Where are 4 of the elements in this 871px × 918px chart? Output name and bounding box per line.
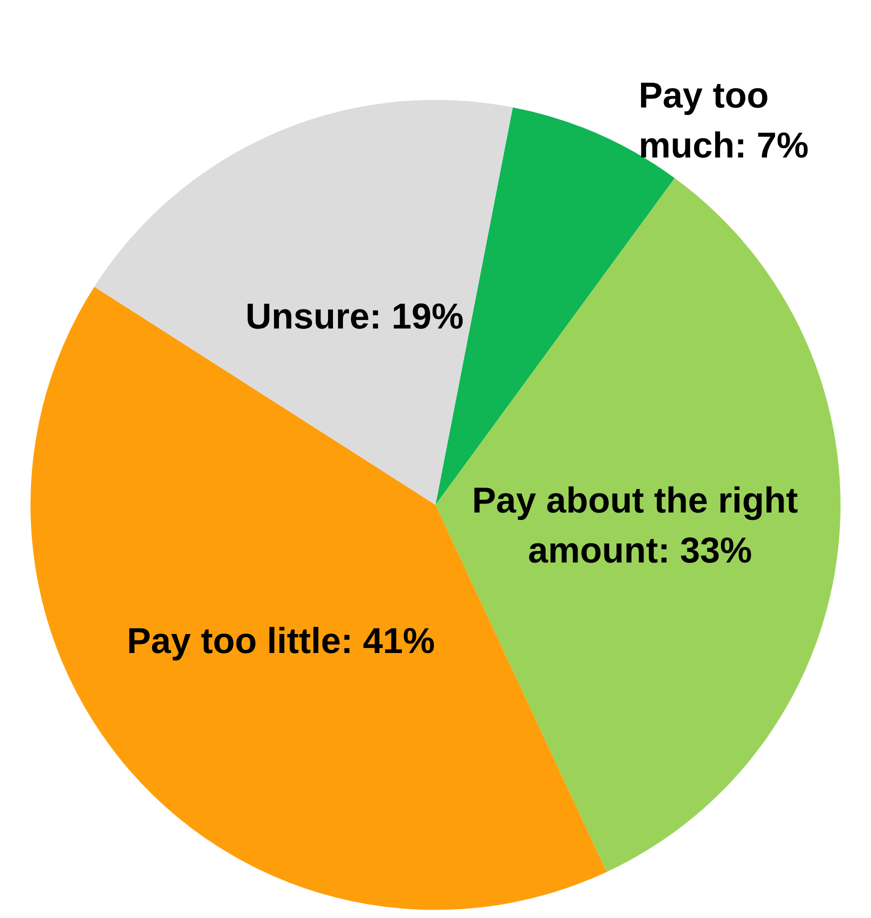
slice-label: Pay too much: 7%	[638, 74, 809, 166]
slice-label: Unsure: 19%	[246, 296, 464, 337]
slice-label: Pay too little: 41%	[126, 620, 435, 661]
slice-label: Pay about the right amount: 33%	[472, 479, 808, 570]
